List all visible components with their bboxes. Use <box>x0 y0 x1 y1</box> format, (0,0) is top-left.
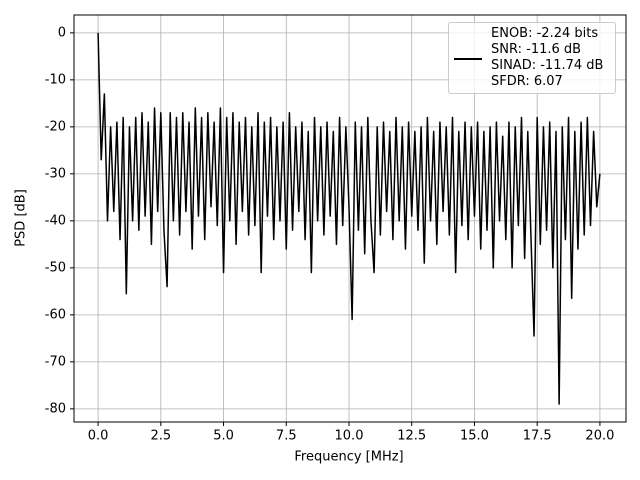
x-tick-label: 20.0 <box>585 429 614 444</box>
x-tick-label: 5.0 <box>213 429 234 444</box>
y-tick-label: -70 <box>45 354 66 369</box>
y-tick-label: -60 <box>45 307 66 322</box>
legend: ENOB: -2.24 bits SNR: -11.6 dB SINAD: -1… <box>448 22 616 94</box>
x-tick-label: 2.5 <box>150 429 171 444</box>
x-tick-label: 17.5 <box>523 429 552 444</box>
legend-swatch <box>454 58 482 60</box>
y-tick-label: -80 <box>45 401 66 416</box>
y-axis-label: PSD [dB] <box>14 189 29 247</box>
y-tick-label: -10 <box>45 72 66 87</box>
x-tick-label: 7.5 <box>276 429 297 444</box>
x-axis-label: Frequency [MHz] <box>294 450 403 465</box>
x-tick-label: 10.0 <box>335 429 364 444</box>
y-tick-label: -30 <box>45 166 66 181</box>
legend-label: ENOB: -2.24 bits SNR: -11.6 dB SINAD: -1… <box>491 26 604 89</box>
y-tick-label: -40 <box>45 213 66 228</box>
y-tick-label: -50 <box>45 260 66 275</box>
y-tick-label: -20 <box>45 119 66 134</box>
y-tick-label: 0 <box>58 25 66 40</box>
psd-line <box>97 32 601 405</box>
axes-frame <box>73 14 627 423</box>
x-tick-label: 0.0 <box>88 429 109 444</box>
x-tick-label: 12.5 <box>397 429 426 444</box>
x-tick-label: 15.0 <box>460 429 489 444</box>
